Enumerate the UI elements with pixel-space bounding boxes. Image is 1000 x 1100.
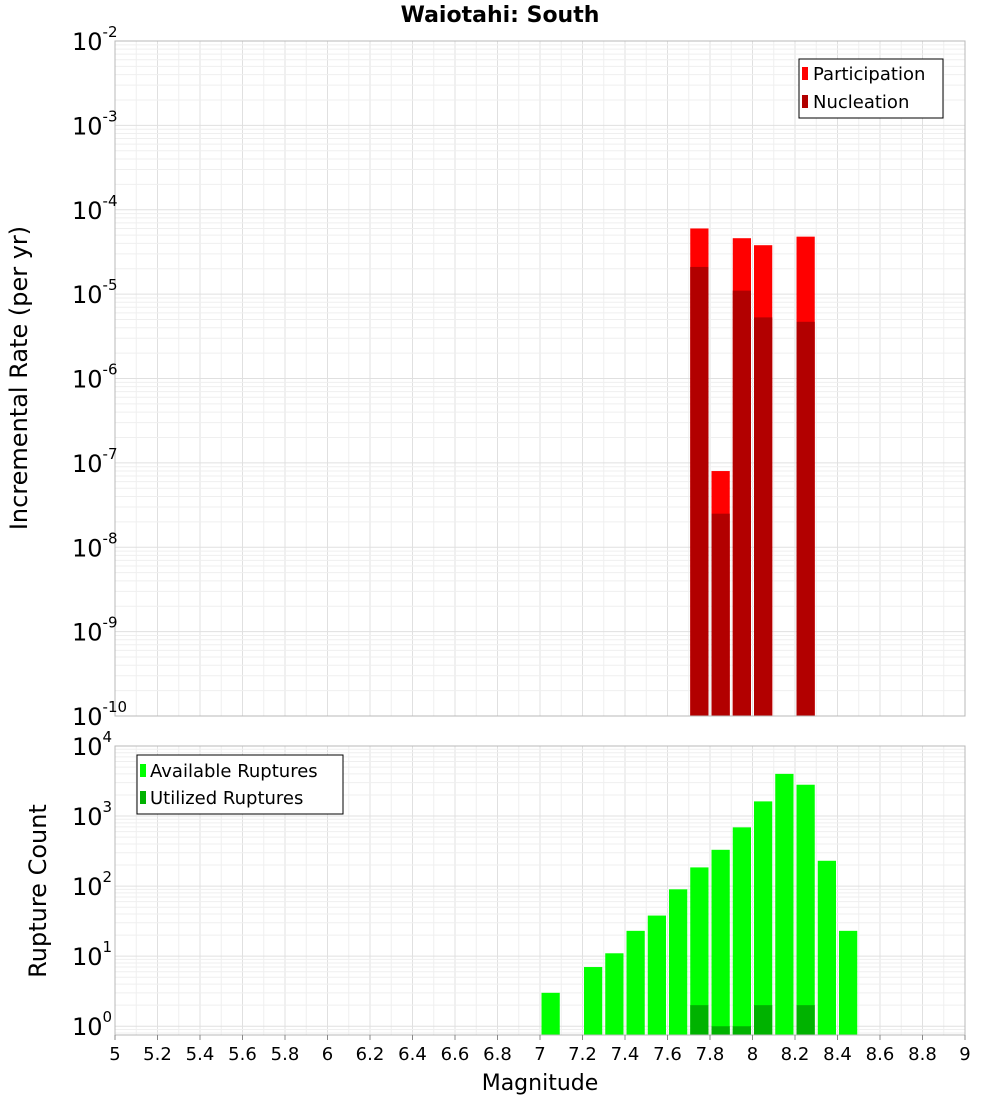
count-plot-bars <box>541 773 858 1035</box>
count-bar-available-ruptures <box>754 801 773 1035</box>
legend-swatch-utilized <box>140 791 146 804</box>
x-tick-label: 8.6 <box>866 1044 895 1065</box>
count-bar-utilized-ruptures <box>690 1005 709 1035</box>
rate-y-tick-label: 10-8 <box>72 529 118 562</box>
rate-plot-y-label: Incremental Rate (per yr) <box>5 226 33 530</box>
count-plot-y-ticks: 100 101 102 103 104 <box>72 728 112 1041</box>
x-tick-label: 7.4 <box>611 1044 640 1065</box>
x-tick-label: 5.4 <box>186 1044 215 1065</box>
rate-bar-nucleation <box>732 290 751 716</box>
count-legend-box <box>136 754 344 815</box>
count-bar-available-ruptures <box>605 953 624 1035</box>
count-bar-available-ruptures <box>775 773 794 1035</box>
count-y-tick-label: 100 <box>72 1008 112 1041</box>
count-bar-available-ruptures <box>817 860 836 1035</box>
rate-plot-y-ticks: 10-10 10-9 10-8 10-7 10-6 10-5 10-4 10-3 10-2 <box>72 23 127 731</box>
count-y-tick-label: 101 <box>72 938 112 971</box>
x-tick-label: 5.8 <box>271 1044 300 1065</box>
count-bar-available-ruptures <box>584 967 603 1035</box>
x-tick-label: 7.6 <box>653 1044 682 1065</box>
x-tick-label: 6.2 <box>356 1044 385 1065</box>
x-tick-label: 8.2 <box>781 1044 810 1065</box>
count-bar-available-ruptures <box>669 889 688 1035</box>
legend-label-available: Available Ruptures <box>150 761 318 782</box>
count-bar-available-ruptures <box>541 992 560 1035</box>
x-tick-label: 6.4 <box>398 1044 427 1065</box>
count-bar-available-ruptures <box>796 784 815 1035</box>
rate-y-tick-label: 10-4 <box>72 192 118 225</box>
rate-legend-box <box>798 58 944 119</box>
legend-label-nucleation: Nucleation <box>813 92 909 113</box>
count-bar-utilized-ruptures <box>732 1026 751 1035</box>
x-tick-label: 7.8 <box>696 1044 725 1065</box>
x-tick-label: 8.4 <box>823 1044 852 1065</box>
count-bar-utilized-ruptures <box>711 1026 730 1035</box>
rate-y-tick-label: 10-7 <box>72 445 118 478</box>
x-tick-label: 5 <box>109 1044 120 1065</box>
rate-y-tick-label: 10-9 <box>72 614 118 647</box>
rate-plot-legend: Participation Nucleation <box>798 58 944 119</box>
count-y-tick-label: 102 <box>72 868 112 901</box>
count-bar-available-ruptures <box>732 827 751 1035</box>
x-tick-label: 6.6 <box>441 1044 470 1065</box>
chart-title: Waiotahi: South <box>401 3 600 28</box>
x-tick-label: 7 <box>534 1044 545 1065</box>
legend-label-utilized: Utilized Ruptures <box>150 788 303 809</box>
count-bar-available-ruptures <box>626 930 645 1035</box>
x-tick-label: 8 <box>747 1044 758 1065</box>
count-bar-available-ruptures <box>690 867 709 1035</box>
count-bar-available-ruptures <box>711 849 730 1035</box>
rate-y-tick-label: 10-2 <box>72 23 118 56</box>
legend-swatch-available <box>140 764 146 777</box>
rate-y-tick-label: 10-5 <box>72 276 118 309</box>
rate-plot-bars <box>690 228 815 717</box>
x-tick-label: 5.6 <box>228 1044 257 1065</box>
rate-plot-frame <box>114 40 966 717</box>
count-plot-x-ticks: 5 5.2 5.4 5.6 5.8 6 6.2 6.4 6.6 6.8 7 7.2 7.4 7.6 7.8 8… <box>109 1035 971 1065</box>
legend-swatch-nucleation <box>802 95 808 108</box>
count-y-tick-label: 103 <box>72 798 112 831</box>
rate-y-tick-label: 10-6 <box>72 361 118 394</box>
x-tick-label: 5.2 <box>143 1044 172 1065</box>
count-y-tick-label: 104 <box>72 728 112 761</box>
x-tick-label: 8.8 <box>908 1044 937 1065</box>
count-bar-utilized-ruptures <box>754 1005 773 1035</box>
x-tick-label: 9 <box>959 1044 970 1065</box>
count-bar-available-ruptures <box>647 915 666 1035</box>
x-tick-label: 7.2 <box>568 1044 597 1065</box>
x-tick-label: 6 <box>322 1044 333 1065</box>
rate-bar-nucleation <box>711 513 730 716</box>
count-bar-available-ruptures <box>839 930 858 1035</box>
legend-label-participation: Participation <box>813 64 925 85</box>
count-plot-y-label: Rupture Count <box>24 804 52 978</box>
legend-swatch-participation <box>802 67 808 80</box>
rate-bar-nucleation <box>754 317 773 716</box>
count-plot-legend: Available Ruptures Utilized Ruptures <box>136 754 344 815</box>
rate-bar-nucleation <box>796 321 815 716</box>
rate-y-tick-label: 10-3 <box>72 107 118 140</box>
count-plot-x-label: Magnitude <box>482 1071 599 1096</box>
rate-y-tick-label: 10-10 <box>72 698 127 731</box>
count-bar-utilized-ruptures <box>796 1005 815 1035</box>
rate-plot-grid <box>114 41 966 717</box>
x-tick-label: 6.8 <box>483 1044 512 1065</box>
rate-bar-nucleation <box>690 266 709 716</box>
